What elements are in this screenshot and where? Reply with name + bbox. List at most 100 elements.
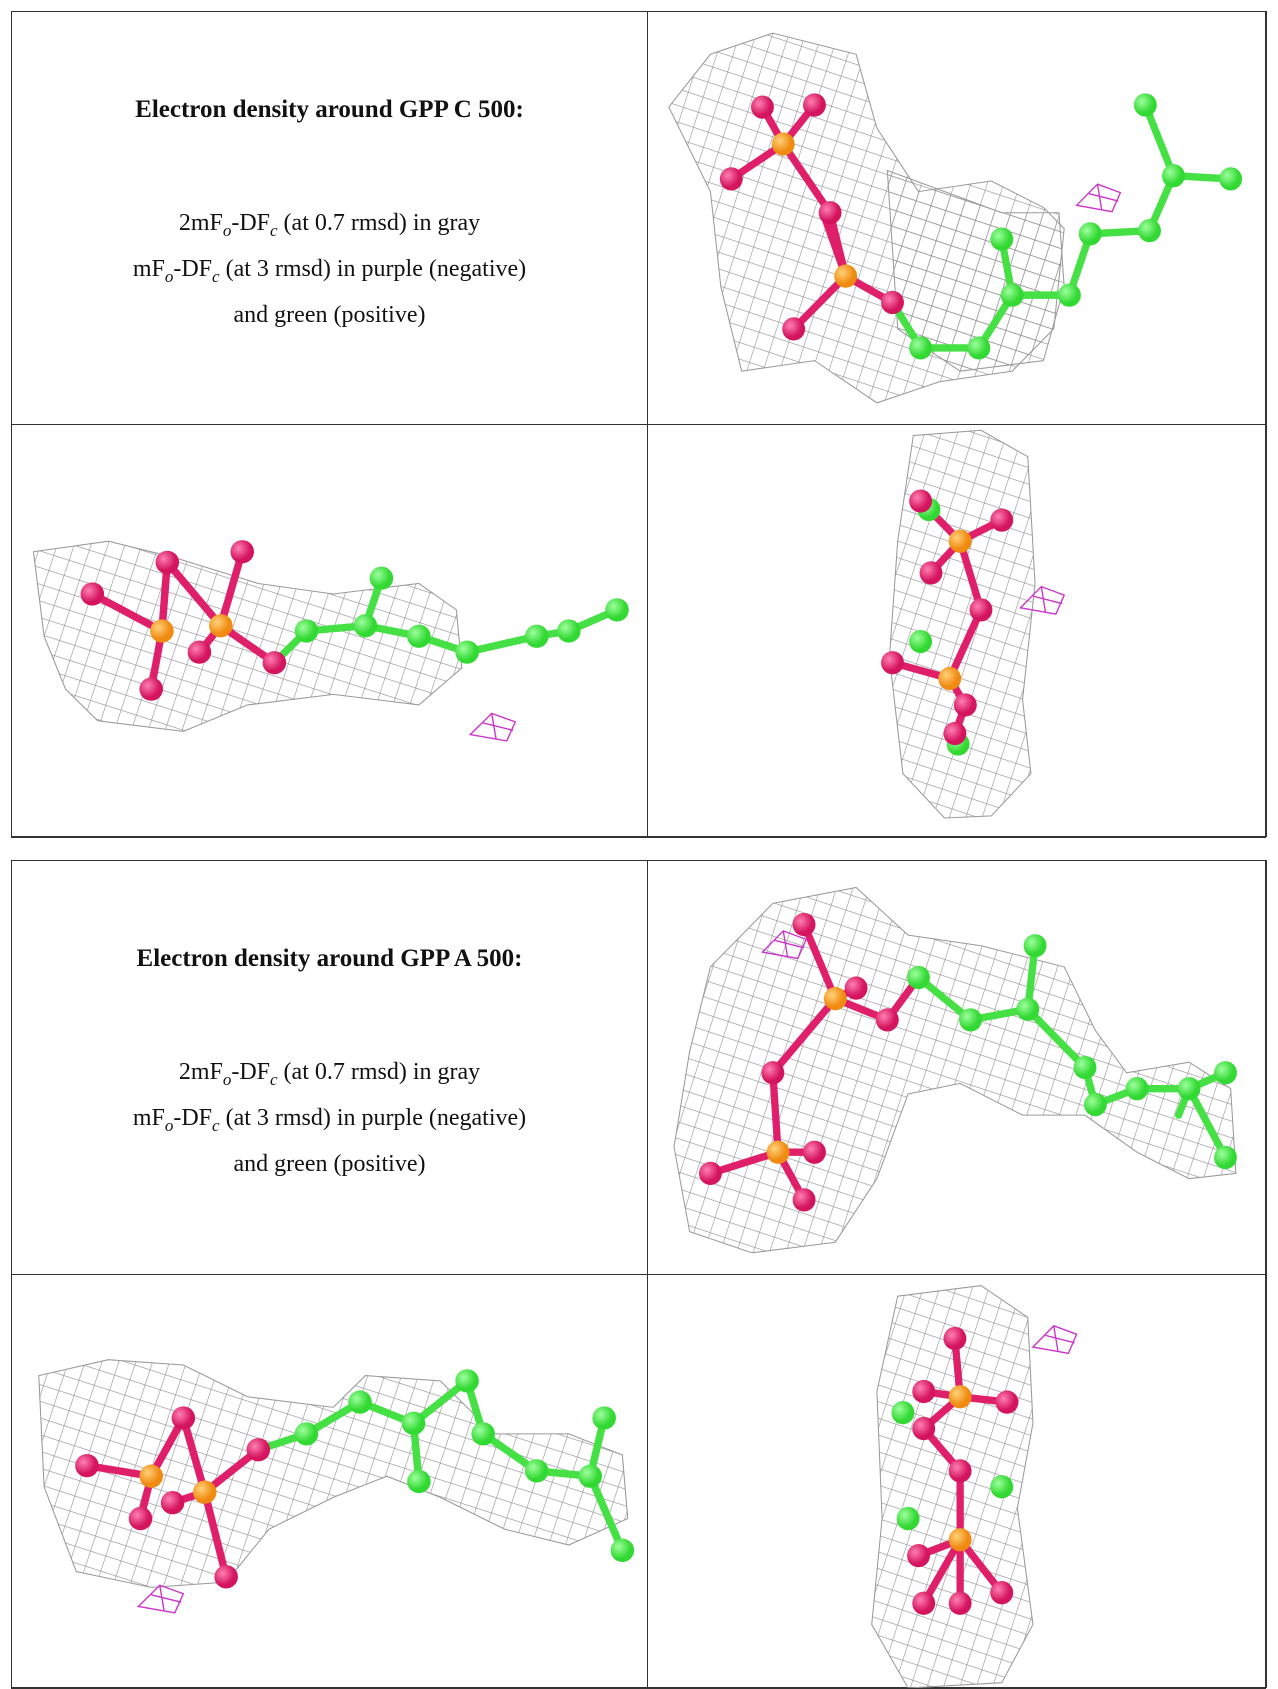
text: -DF <box>231 210 270 236</box>
atom <box>1214 1061 1237 1084</box>
text: -DF <box>231 1059 270 1085</box>
text: (at 0.7 rmsd) in gray <box>278 1059 481 1085</box>
atom <box>1134 93 1157 116</box>
atom <box>348 1390 372 1413</box>
atom <box>139 677 163 700</box>
atom <box>295 619 319 642</box>
atom <box>592 1406 616 1429</box>
page: Electron density around GPP C 500: 2mFo-D… <box>0 0 1278 1688</box>
description-line: and green (positive) <box>12 1145 647 1184</box>
atom <box>772 132 795 155</box>
atom <box>803 1141 826 1164</box>
atom <box>761 1061 784 1084</box>
atom <box>75 1454 99 1477</box>
atom <box>720 167 743 190</box>
atom <box>954 693 977 716</box>
atom <box>845 976 868 999</box>
text: (at 3 rmsd) in purple (negative) <box>220 256 527 282</box>
atom <box>751 95 774 118</box>
description-line: mFo-DFc (at 3 rmsd) in purple (negative) <box>12 1099 647 1145</box>
atom <box>990 1475 1013 1498</box>
atom <box>909 630 932 653</box>
atom <box>782 317 805 340</box>
figure-table: Electron density around GPP A 500:2mFo-D… <box>11 860 1267 1688</box>
atom <box>949 530 972 553</box>
atom <box>819 201 842 224</box>
text: and green (positive) <box>234 1151 426 1177</box>
atom <box>209 614 233 637</box>
molecule-image <box>648 1275 1265 1688</box>
atom <box>1214 1146 1237 1169</box>
molecule-image <box>12 425 647 837</box>
text-cell: Electron density around GPP C 500: 2mFo-D… <box>11 11 648 425</box>
atom <box>912 1380 935 1403</box>
atom <box>407 1470 431 1493</box>
difference-map-cage <box>1077 184 1121 211</box>
atom <box>1074 1056 1097 1079</box>
atom <box>230 540 254 563</box>
difference-map-cage <box>1033 1326 1077 1354</box>
description-line: 2mFo-DFc (at 0.7 rmsd) in gray <box>12 1053 647 1099</box>
figure-table: Electron density around GPP C 500: 2mFo-D… <box>11 11 1267 837</box>
atom <box>909 489 932 512</box>
atom <box>907 966 930 989</box>
atom <box>354 614 378 637</box>
atom <box>912 1417 935 1440</box>
atom <box>1001 283 1024 306</box>
atom <box>897 1507 920 1530</box>
panel-title: Electron density around GPP C 500: <box>12 96 647 124</box>
atom <box>959 1008 982 1031</box>
text: -DF <box>173 256 212 282</box>
atom <box>949 1385 972 1408</box>
atom <box>525 1459 549 1482</box>
atom <box>605 598 629 621</box>
atom <box>949 1459 972 1482</box>
atom <box>990 508 1013 531</box>
atom <box>370 567 394 590</box>
atom <box>834 264 857 287</box>
atom <box>912 1592 935 1615</box>
atom <box>876 1008 899 1031</box>
atom <box>1016 998 1039 1021</box>
atom <box>990 228 1013 251</box>
density-mesh <box>33 541 461 731</box>
atom <box>803 93 826 116</box>
atom <box>471 1422 495 1445</box>
atom <box>172 1406 196 1429</box>
difference-map-cage <box>470 713 515 740</box>
text: (at 3 rmsd) in purple (negative) <box>220 1105 527 1131</box>
image-cell <box>11 1274 648 1689</box>
text: mF <box>133 1105 165 1131</box>
atom <box>990 1581 1013 1604</box>
molecule-image <box>648 861 1265 1274</box>
molecule-image <box>648 425 1265 837</box>
description-line: mFo-DFc (at 3 rmsd) in purple (negative) <box>12 250 647 296</box>
atom <box>525 625 549 648</box>
text: and green (positive) <box>234 302 426 328</box>
subscript: c <box>270 1070 278 1089</box>
atom <box>881 291 904 314</box>
density-mesh <box>674 887 1236 1252</box>
atom <box>699 1162 722 1185</box>
description-line: and green (positive) <box>12 296 647 335</box>
atom <box>188 641 212 664</box>
molecule-image <box>648 12 1265 424</box>
atom <box>967 336 990 359</box>
atom <box>938 667 961 690</box>
text: 2mF <box>179 210 223 236</box>
atom <box>793 913 816 936</box>
atom <box>1126 1077 1149 1100</box>
atom <box>139 1465 163 1488</box>
atom <box>1084 1093 1107 1116</box>
atom <box>295 1422 319 1445</box>
atom <box>557 619 581 642</box>
atom <box>920 561 943 584</box>
image-cell <box>647 424 1266 838</box>
atom <box>949 1528 972 1551</box>
atom <box>996 1390 1019 1413</box>
atom <box>949 1592 972 1615</box>
atom <box>767 1141 790 1164</box>
atom <box>881 651 904 674</box>
